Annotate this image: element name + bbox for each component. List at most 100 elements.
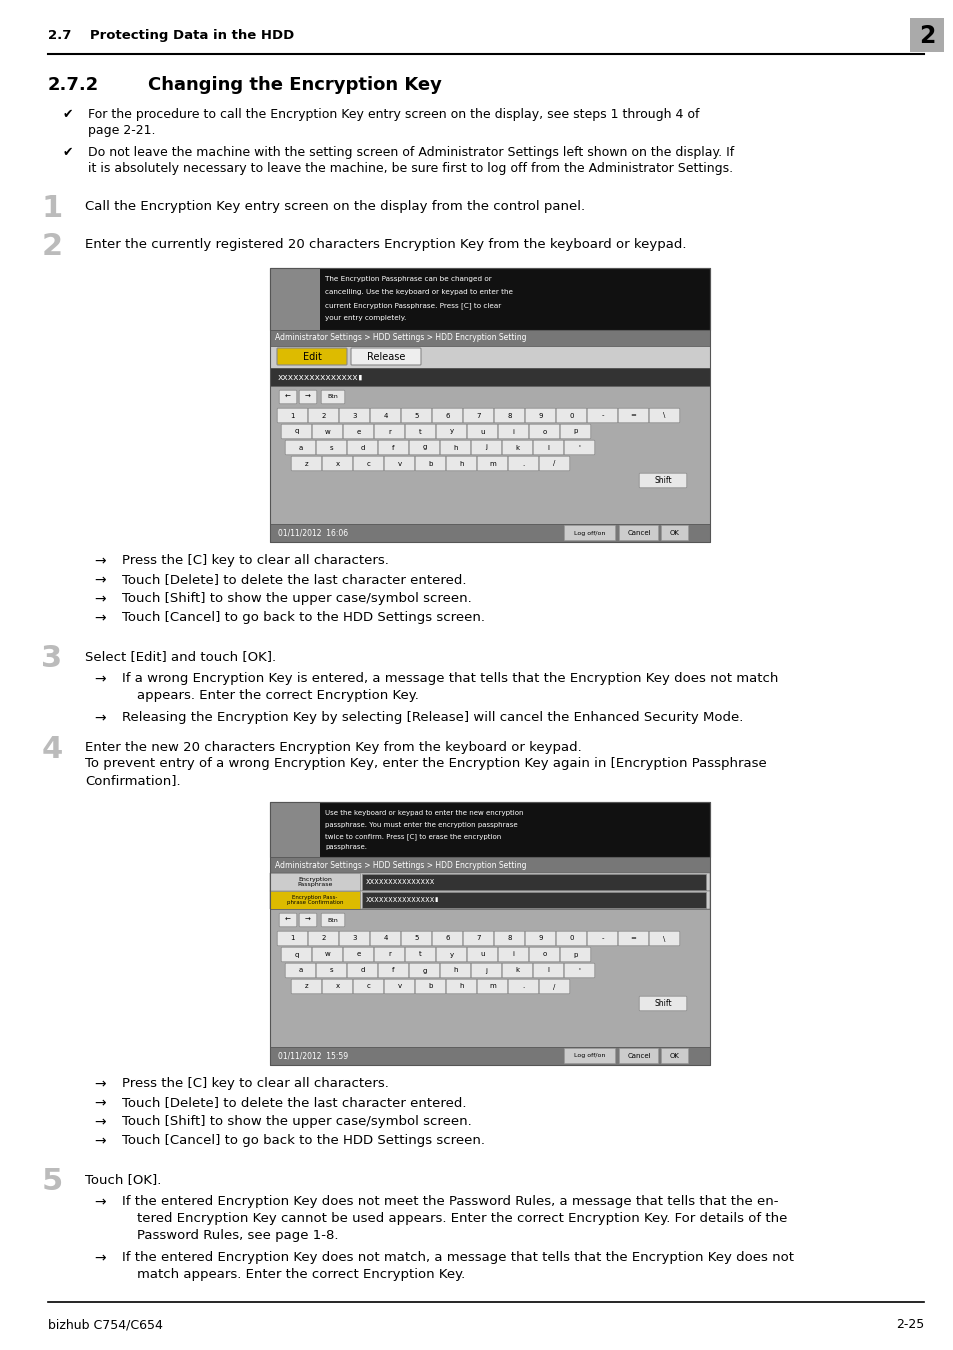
Text: 3: 3	[352, 936, 356, 941]
Text: i: i	[512, 428, 514, 435]
FancyBboxPatch shape	[439, 963, 471, 977]
FancyBboxPatch shape	[501, 963, 532, 977]
FancyBboxPatch shape	[377, 440, 409, 455]
Text: Administrator Settings > HDD Settings > HDD Encryption Setting: Administrator Settings > HDD Settings > …	[274, 333, 526, 343]
Text: g: g	[422, 444, 426, 451]
Text: b: b	[428, 984, 433, 990]
FancyBboxPatch shape	[415, 456, 445, 471]
FancyBboxPatch shape	[463, 408, 494, 423]
Text: e: e	[356, 952, 360, 957]
FancyBboxPatch shape	[347, 440, 377, 455]
Text: →: →	[94, 1115, 106, 1129]
Text: →: →	[94, 612, 106, 625]
Text: k: k	[515, 968, 519, 973]
FancyBboxPatch shape	[285, 963, 315, 977]
Text: ': '	[578, 444, 579, 451]
FancyBboxPatch shape	[339, 408, 370, 423]
FancyBboxPatch shape	[494, 408, 524, 423]
FancyBboxPatch shape	[308, 408, 338, 423]
FancyBboxPatch shape	[351, 348, 420, 364]
Text: →: →	[94, 1096, 106, 1110]
Text: Changing the Encryption Key: Changing the Encryption Key	[148, 76, 441, 95]
FancyBboxPatch shape	[277, 931, 308, 946]
FancyBboxPatch shape	[343, 424, 374, 439]
Bar	[909, 18, 943, 53]
Text: Password Rules, see page 1-8.: Password Rules, see page 1-8.	[137, 1228, 338, 1242]
Text: w: w	[324, 428, 330, 435]
Text: Cancel: Cancel	[626, 1053, 650, 1058]
Text: i: i	[512, 952, 514, 957]
FancyBboxPatch shape	[281, 424, 312, 439]
FancyBboxPatch shape	[370, 931, 400, 946]
Text: 2: 2	[41, 232, 63, 261]
Bar	[270, 386, 709, 524]
FancyBboxPatch shape	[277, 408, 308, 423]
Text: b: b	[428, 460, 433, 467]
Text: j: j	[485, 444, 487, 451]
FancyBboxPatch shape	[660, 1049, 688, 1064]
Text: /: /	[553, 460, 555, 467]
Text: →: →	[94, 672, 106, 686]
FancyBboxPatch shape	[312, 948, 342, 961]
Text: cancelling. Use the keyboard or keypad to enter the: cancelling. Use the keyboard or keypad t…	[325, 289, 513, 296]
FancyBboxPatch shape	[343, 948, 374, 961]
Text: r: r	[388, 952, 391, 957]
Text: 7: 7	[476, 936, 480, 941]
FancyBboxPatch shape	[322, 979, 353, 994]
Bar	[270, 873, 359, 891]
FancyBboxPatch shape	[525, 408, 556, 423]
Text: page 2-21.: page 2-21.	[88, 124, 155, 136]
FancyBboxPatch shape	[279, 913, 296, 927]
FancyBboxPatch shape	[508, 979, 538, 994]
Text: OK: OK	[669, 1053, 679, 1058]
Text: xxxxxxxxxxxxxxx: xxxxxxxxxxxxxxx	[366, 878, 435, 887]
Text: passphrase. You must enter the encryption passphrase: passphrase. You must enter the encryptio…	[325, 822, 517, 828]
Text: To prevent entry of a wrong Encryption Key, enter the Encryption Key again in [E: To prevent entry of a wrong Encryption K…	[85, 757, 766, 769]
Text: m: m	[489, 984, 496, 990]
FancyBboxPatch shape	[649, 408, 679, 423]
Text: Encryption
Passphrase: Encryption Passphrase	[297, 876, 333, 887]
FancyBboxPatch shape	[639, 474, 686, 487]
Text: 4: 4	[383, 413, 387, 418]
Text: ✔: ✔	[63, 146, 73, 159]
Text: →: →	[305, 917, 311, 923]
FancyBboxPatch shape	[353, 456, 383, 471]
Text: g: g	[422, 968, 426, 973]
FancyBboxPatch shape	[538, 979, 569, 994]
Text: d: d	[360, 444, 364, 451]
Text: a: a	[298, 444, 302, 451]
Text: x: x	[335, 460, 339, 467]
Text: →: →	[94, 554, 106, 568]
Text: Cancel: Cancel	[626, 531, 650, 536]
FancyBboxPatch shape	[315, 963, 347, 977]
FancyBboxPatch shape	[347, 963, 377, 977]
Text: h: h	[458, 460, 463, 467]
FancyBboxPatch shape	[377, 963, 409, 977]
Text: q: q	[294, 952, 298, 957]
Text: Enter the currently registered 20 characters Encryption Key from the keyboard or: Enter the currently registered 20 charac…	[85, 238, 686, 251]
Text: 01/11/2012  15:59: 01/11/2012 15:59	[277, 1052, 348, 1061]
FancyBboxPatch shape	[467, 948, 497, 961]
Text: -: -	[600, 936, 603, 941]
Text: h: h	[453, 968, 457, 973]
FancyBboxPatch shape	[564, 525, 615, 540]
Text: 9: 9	[537, 413, 542, 418]
Text: m: m	[489, 460, 496, 467]
FancyBboxPatch shape	[370, 408, 400, 423]
FancyBboxPatch shape	[476, 979, 507, 994]
Text: passphrase.: passphrase.	[325, 845, 367, 850]
Bar	[361, 873, 705, 890]
Text: c: c	[366, 460, 370, 467]
Text: Touch [Shift] to show the upper case/symbol screen.: Touch [Shift] to show the upper case/sym…	[122, 1115, 471, 1129]
Bar	[270, 524, 709, 541]
FancyBboxPatch shape	[279, 390, 296, 404]
Text: Touch [Delete] to delete the last character entered.: Touch [Delete] to delete the last charac…	[122, 1096, 466, 1108]
Text: Select [Edit] and touch [OK].: Select [Edit] and touch [OK].	[85, 649, 275, 663]
Text: →: →	[94, 1251, 106, 1265]
Bar	[270, 269, 319, 329]
Text: Touch [Shift] to show the upper case/symbol screen.: Touch [Shift] to show the upper case/sym…	[122, 593, 471, 605]
FancyBboxPatch shape	[587, 931, 618, 946]
Text: Do not leave the machine with the setting screen of Administrator Settings left : Do not leave the machine with the settin…	[88, 146, 734, 159]
FancyBboxPatch shape	[322, 456, 353, 471]
Bar	[270, 369, 709, 386]
